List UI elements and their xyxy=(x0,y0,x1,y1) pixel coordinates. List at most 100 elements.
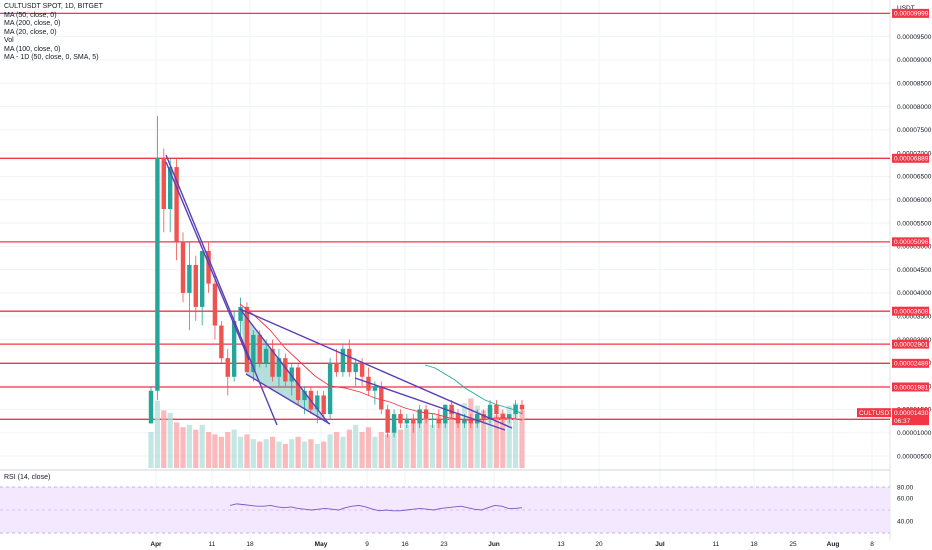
volume-bar-48 xyxy=(455,412,461,468)
price-tick-11: 0.00004000 xyxy=(897,290,932,297)
volume-bar-41 xyxy=(410,422,416,468)
level-tag-5: 0.00002489 xyxy=(894,361,929,368)
volume-bar-54 xyxy=(493,415,500,468)
time-tick-14: Aug xyxy=(827,541,840,548)
candle-body-39 xyxy=(398,414,403,424)
candle-body-36 xyxy=(379,386,384,410)
price-axis[interactable]: USDT 0.00009500 0.00009000 0.00008500 0.0000… xyxy=(857,5,932,525)
candle-body-41 xyxy=(411,418,416,424)
price-tick-2: 0.00008500 xyxy=(897,81,932,88)
volume-bar-0 xyxy=(148,432,154,468)
volume-bar-26 xyxy=(314,444,320,468)
candle-body-27 xyxy=(321,395,326,415)
candle-body-47 xyxy=(449,404,454,415)
volume-bar-2 xyxy=(161,410,167,468)
level-tag-3: 0.00003608 xyxy=(894,308,929,315)
trendlines[interactable] xyxy=(165,154,513,431)
price-tick-12: 0.00003500 xyxy=(897,314,932,321)
volume-bar-4 xyxy=(173,422,180,468)
volume-bar-24 xyxy=(301,441,308,468)
volume-bar-51 xyxy=(474,405,480,468)
level-tag-bg-0 xyxy=(892,8,929,18)
candle-body-5 xyxy=(180,241,186,293)
candle-body-15 xyxy=(244,306,250,373)
time-tick-11: 11 xyxy=(713,541,720,548)
indicator-ma100[interactable]: MA (100, close, 0) xyxy=(4,45,61,53)
candle-body-26 xyxy=(315,395,320,410)
candle-body-53 xyxy=(487,404,493,419)
volume-bar-34 xyxy=(365,427,372,468)
candle-body-7 xyxy=(193,264,198,307)
level-tag-bg-5 xyxy=(892,358,929,368)
symbol-line[interactable]: CULTUSDT SPOT, 1D, BITGET xyxy=(4,3,103,10)
price-tick-9: 0.00005000 xyxy=(897,244,932,251)
candle-body-10 xyxy=(212,283,218,326)
candle-body-12 xyxy=(225,358,230,377)
candle-body-18 xyxy=(263,348,269,363)
volume-bar-45 xyxy=(436,415,442,468)
candle-body-2 xyxy=(161,157,166,210)
volume-bar-5 xyxy=(180,427,186,468)
time-tick-2: 18 xyxy=(246,541,254,548)
candle-body-14 xyxy=(238,306,243,321)
candle-body-11 xyxy=(219,325,224,359)
volume-bar-6 xyxy=(186,424,192,468)
candle-body-46 xyxy=(443,404,448,424)
time-tick-4: 9 xyxy=(365,541,369,548)
rsi-legend[interactable]: RSI (14, close) xyxy=(4,474,51,481)
volume-bar-22 xyxy=(289,439,295,468)
volume-bar-27 xyxy=(321,441,327,468)
candle-body-42 xyxy=(417,409,422,424)
indicator-ma50[interactable]: MA (50, close, 0) xyxy=(4,11,57,19)
indicator-ma20[interactable]: MA (20, close, 0) xyxy=(4,28,57,36)
volume-bar-7 xyxy=(193,429,199,468)
candle-body-20 xyxy=(276,358,282,377)
volume-bar-56 xyxy=(506,405,512,468)
level-tag-0: 0.00009999 xyxy=(894,11,929,18)
volume-bar-10 xyxy=(212,434,218,468)
indicator-vol[interactable]: Vol xyxy=(4,37,14,44)
candle-body-29 xyxy=(334,362,339,373)
candle-body-32 xyxy=(353,362,358,373)
volume-bar-35 xyxy=(372,436,378,468)
volume-bar-17 xyxy=(257,441,263,468)
rsi-tick-1: 60.00 xyxy=(897,495,914,502)
ma-teal-line xyxy=(424,364,523,415)
level-tag-6: 0.00001981 xyxy=(894,384,929,391)
volume-bar-58 xyxy=(519,410,525,468)
candle-body-38 xyxy=(391,414,397,433)
time-tick-10: Jul xyxy=(655,541,665,548)
price-tick-4: 0.00007500 xyxy=(897,127,932,134)
chart-legend: CULTUSDT SPOT, 1D, BITGET MA (50, close,… xyxy=(4,3,103,63)
candle-body-54 xyxy=(494,404,499,415)
rsi-series xyxy=(229,503,523,512)
volume-bar-15 xyxy=(244,434,250,468)
price-tick-7: 0.00006000 xyxy=(897,197,932,204)
time-axis[interactable]: Apr 11 18 May 9 16 23 Jun 13 20 Jul 11 18 25 Aug 8 xyxy=(150,541,874,548)
candles xyxy=(148,115,525,438)
volume-bar-49 xyxy=(461,403,468,468)
volume-bar-19 xyxy=(269,436,276,468)
volume-bar-43 xyxy=(423,417,429,468)
candle-body-55 xyxy=(500,414,506,419)
indicator-ma-1d[interactable]: MA - 1D (50, close, 0, SMA, 5) xyxy=(4,54,99,61)
symbol-tag: CULTUSDT xyxy=(859,410,893,417)
trendline-1 xyxy=(165,154,278,426)
candle-body-8 xyxy=(199,250,205,307)
indicator-ma200[interactable]: MA (200, close, 0) xyxy=(4,20,61,27)
candle-body-52 xyxy=(481,414,486,419)
candle-body-49 xyxy=(462,418,467,424)
volume-bar-20 xyxy=(276,441,282,468)
volume-bar-44 xyxy=(429,424,436,468)
volume-bar-40 xyxy=(404,424,410,468)
symbol-tag-bg xyxy=(857,408,891,418)
price-tick-0: 0.00009500 xyxy=(897,34,932,41)
candle-body-4 xyxy=(174,167,179,242)
countdown-tag: 06:37 xyxy=(894,418,911,425)
time-tick-3: May xyxy=(315,541,328,548)
volume-bar-57 xyxy=(513,403,519,468)
candle-body-57 xyxy=(513,404,518,415)
candle-body-6 xyxy=(187,264,192,293)
rsi-tick-2: 40.00 xyxy=(897,518,914,525)
